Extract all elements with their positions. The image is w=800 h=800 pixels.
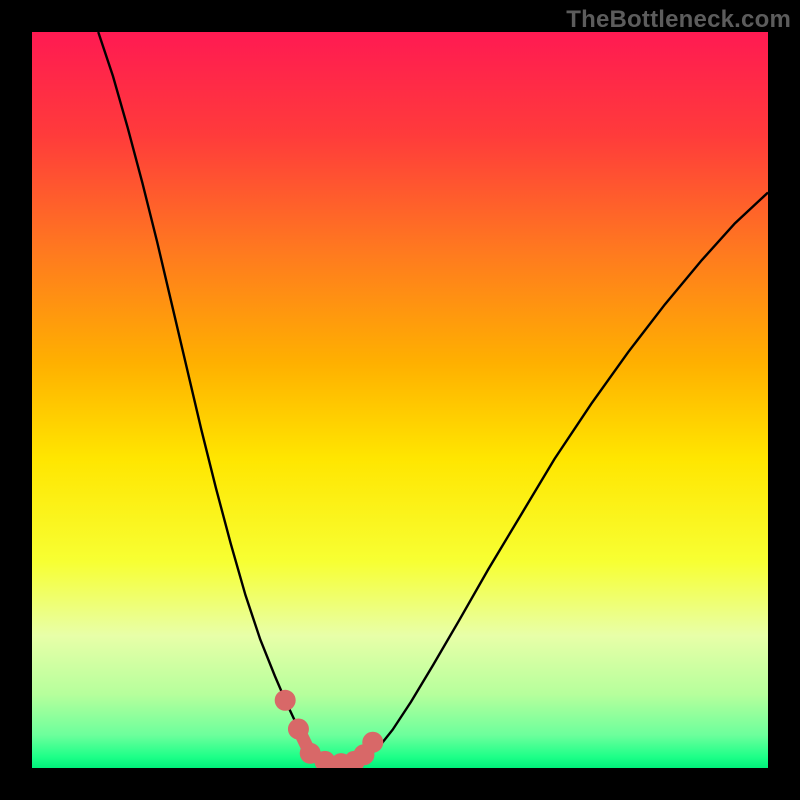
single-marker-dot [275, 690, 296, 711]
gradient-background [32, 32, 768, 768]
marker-dot [288, 718, 309, 739]
marker-dot [362, 732, 383, 753]
watermark-text: TheBottleneck.com [566, 6, 791, 34]
chart-plot [32, 32, 768, 768]
